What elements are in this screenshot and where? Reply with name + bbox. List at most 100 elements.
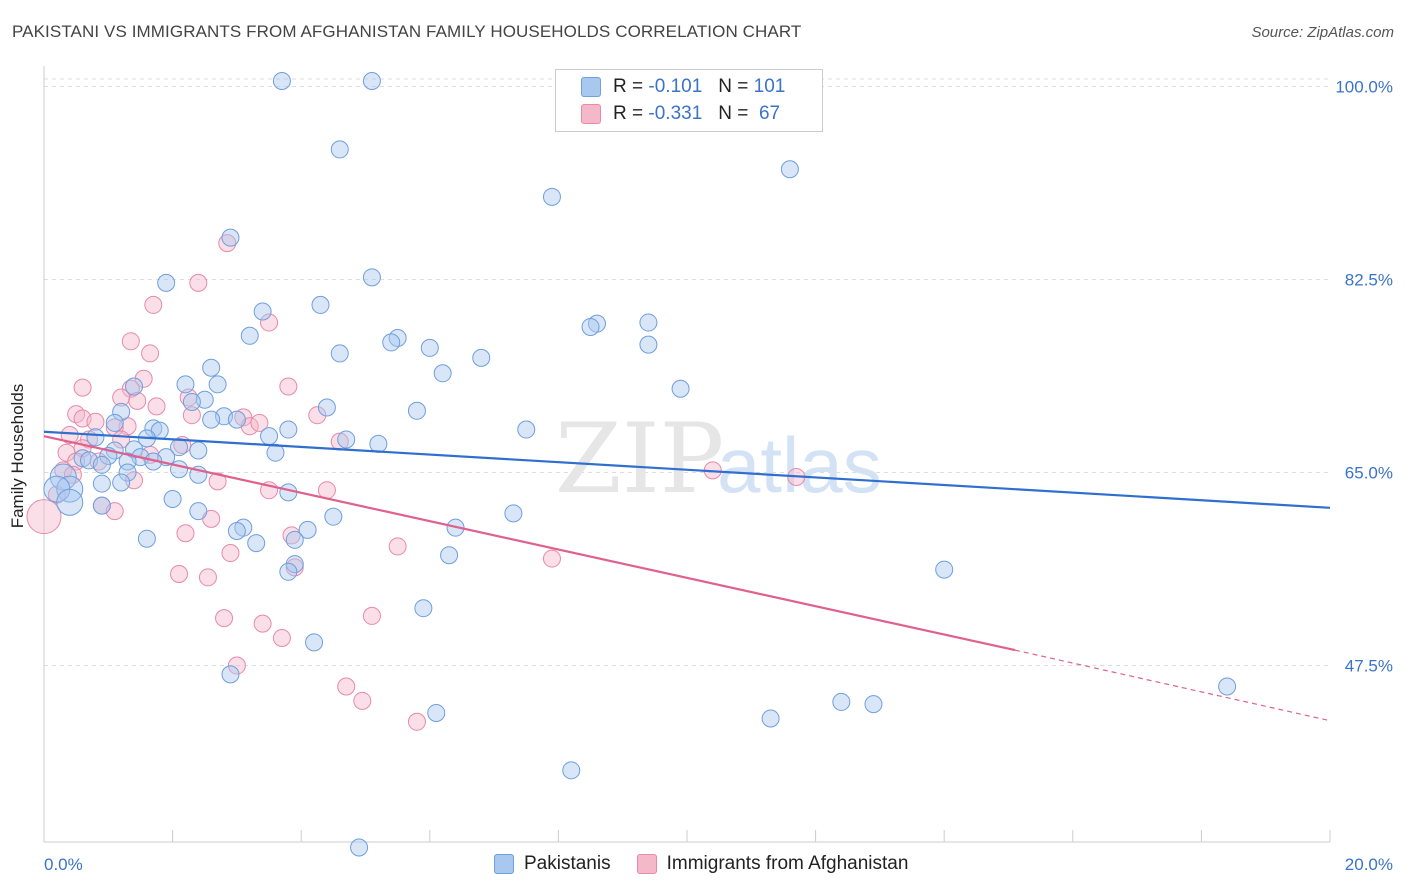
pakistani-trend-line [43, 430, 1331, 509]
pakistani-point [112, 402, 131, 421]
afghan-point [353, 691, 372, 710]
pakistani-point [221, 665, 240, 684]
pakistani-point [125, 377, 144, 396]
pakistani-point [639, 313, 658, 332]
legend-row-pakistanis: R = -0.101 N = 101 [556, 74, 785, 100]
pakistani-point [330, 344, 349, 363]
afghan-point [388, 537, 407, 556]
afghan-point [272, 628, 291, 647]
legend-swatch-afghan [581, 104, 601, 124]
legend-row-afghan: R = -0.331 N = 67 [556, 101, 780, 127]
pakistani-point [780, 160, 799, 179]
pakistani-point [382, 333, 401, 352]
afghan-point [260, 313, 279, 332]
afghan-point [176, 524, 195, 543]
pakistani-point [285, 555, 304, 574]
y-tick-label: 47.5% [1345, 657, 1393, 676]
pakistani-point [208, 375, 227, 394]
pakistani-point [285, 530, 304, 549]
pakistani-point [414, 599, 433, 618]
afghan-point [407, 712, 426, 731]
pakistani-point [935, 560, 954, 579]
y-tick-label: 82.5% [1345, 271, 1393, 290]
pakistani-point [266, 443, 285, 462]
pakistani-point [639, 335, 658, 354]
pakistani-point [337, 430, 356, 449]
afghan-point [141, 344, 160, 363]
pakistani-point [311, 295, 330, 314]
chart-title: PAKISTANI VS IMMIGRANTS FROM AFGHANISTAN… [12, 22, 802, 41]
y-axis-label: Family Households [8, 383, 27, 529]
afghan-point [208, 472, 227, 491]
series-legend: Pakistanis Immigrants from Afghanistan [494, 853, 934, 875]
correlation-legend: R = -0.101 N = 101 R = -0.331 N = 67 [555, 69, 823, 132]
legend-r-label: R = [613, 76, 644, 97]
pakistani-point [279, 420, 298, 439]
y-tick-label: 65.0% [1345, 464, 1393, 483]
afghan-trend-line [43, 435, 1016, 652]
afghan-point [73, 378, 92, 397]
afghan-point [279, 377, 298, 396]
pakistani-point [202, 358, 221, 377]
pakistani-point [317, 398, 336, 417]
afghan-points [26, 234, 806, 731]
pakistani-point [182, 392, 201, 411]
pakistani-point [92, 474, 111, 493]
pakistani-point [56, 488, 84, 516]
afghan-point [308, 406, 327, 425]
afghan-point [147, 397, 166, 416]
afghan-point [542, 549, 561, 568]
pakistani-point [221, 228, 240, 247]
afghan-point [227, 656, 246, 675]
pakistani-point [298, 520, 317, 539]
pakistani-point [330, 140, 349, 159]
pakistani-point [324, 507, 343, 526]
legend-n-value: 101 [753, 76, 786, 97]
pakistani-points [43, 72, 1237, 857]
pakistani-point [272, 72, 291, 91]
afghan-point [221, 544, 240, 563]
afghan-point [253, 614, 272, 633]
pakistani-point [832, 692, 851, 711]
afghan-point [170, 565, 189, 584]
pakistani-point [227, 521, 246, 540]
pakistani-point [189, 441, 208, 460]
pakistani-point [227, 410, 246, 429]
pakistani-point [562, 761, 581, 780]
afghan-point [54, 461, 73, 480]
pakistani-point [581, 317, 600, 336]
axes [43, 66, 1331, 843]
afghan-point [144, 295, 163, 314]
afghan-trend-extension [1014, 649, 1331, 722]
series-legend-afghan: Immigrants from Afghanistan [636, 853, 908, 875]
pakistani-point [472, 348, 491, 367]
pakistani-point [49, 463, 77, 491]
afghan-point [128, 391, 147, 410]
pakistani-point [542, 187, 561, 206]
pakistani-point [440, 546, 459, 565]
pakistani-point [369, 434, 388, 453]
pakistani-point [157, 273, 176, 292]
legend-n-value: 67 [758, 103, 781, 124]
legend-r-label: R = [613, 103, 644, 124]
pakistani-point [671, 379, 690, 398]
afghan-point [362, 606, 381, 625]
pakistani-point [279, 562, 298, 581]
afghan-point [215, 609, 234, 628]
pakistani-point [407, 401, 426, 420]
pakistani-point [92, 496, 111, 515]
pakistani-point [202, 410, 221, 429]
pakistani-point [105, 413, 124, 432]
legend-n-label: N = [718, 103, 749, 124]
pakistani-point [420, 338, 439, 357]
x-tick-label: 20.0% [1345, 855, 1393, 874]
pakistani-point [240, 326, 259, 345]
afghan-point [218, 234, 237, 253]
pakistani-point [433, 364, 452, 383]
afghan-point [60, 426, 79, 445]
legend-swatch-pakistanis [581, 77, 601, 97]
source-label: Source: ZipAtlas.com [1251, 24, 1394, 41]
pakistani-point [118, 463, 137, 482]
series-swatch-afghan [636, 854, 657, 874]
y-tick-label: 100.0% [1335, 78, 1393, 97]
